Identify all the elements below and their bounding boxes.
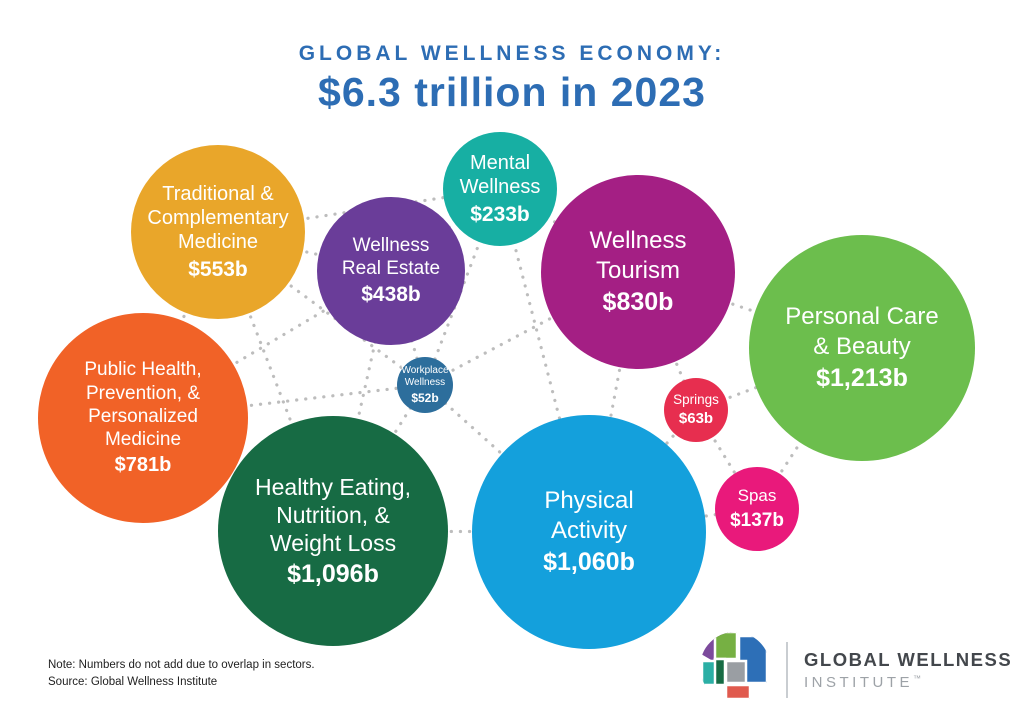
gwi-logo: GLOBAL WELLNESS INSTITUTE™ (698, 630, 1012, 709)
bubble-label: Mental (469, 151, 531, 174)
link-public_health-workplace (141, 383, 427, 420)
logo-name-line2: INSTITUTE™ (804, 673, 921, 691)
bubble-label: Wellness (589, 227, 687, 255)
bubble-public_health: Public Health, Prevention, & Personalized M… (38, 313, 248, 523)
bubble-mental: Mental Wellness $233b (443, 132, 557, 246)
bubble-label: Wellness (352, 235, 430, 257)
bubble-label: Springs (673, 391, 719, 407)
bubble-value: $553b (188, 257, 248, 281)
link-tourism-personal_care (636, 270, 864, 350)
logo-name-line1: GLOBAL WELLNESS (804, 648, 1013, 670)
trademark-symbol: ™ (913, 673, 921, 683)
bubble-label: Public Health, (84, 359, 202, 381)
link-healthy_eating-physical (331, 529, 591, 534)
bubble-value: $830b (602, 288, 674, 317)
bubble-physical: Physical Activity $1,060b (472, 415, 706, 649)
bubble-label: Spas (737, 486, 777, 506)
logo-text: GLOBAL WELLNESS INSTITUTE™ (804, 649, 1012, 691)
page-title: GLOBAL WELLNESS ECONOMY: $6.3 trillion i… (0, 42, 1024, 116)
bubble-label: Wellness (459, 176, 541, 199)
bubble-value: $137b (730, 509, 784, 531)
bubble-label: Wellness (404, 376, 446, 388)
bubble-value: $52b (411, 390, 439, 405)
bubble-value: $63b (678, 410, 714, 428)
bubble-label: Complementary (147, 207, 289, 229)
bubble-value: $781b (114, 454, 172, 477)
bubble-springs: Springs $63b (664, 378, 728, 442)
bubble-spas: Spas $137b (715, 467, 799, 551)
bubble-label: Workplace (401, 364, 449, 376)
link-workplace-healthy_eating (331, 383, 427, 533)
bubble-traditional: Traditional & Complementary Medicine $553b (131, 145, 305, 319)
bubble-personal_care: Personal Care & Beauty $1,213b (749, 235, 975, 461)
title-line1: GLOBAL WELLNESS ECONOMY: (298, 42, 726, 65)
bubble-healthy_eating: Healthy Eating, Nutrition, & Weight Loss $1… (218, 416, 448, 646)
footnote-source-line: Source: Global Wellness Institute (48, 676, 218, 689)
link-tourism-workplace (423, 270, 640, 387)
footnote-note-line: Note: Numbers do not add due to overlap … (48, 659, 315, 671)
bubble-real_estate: Wellness Real Estate $438b (317, 197, 465, 345)
link-public_health-real_estate (141, 269, 393, 420)
footnote: Note: Numbers do not add due to overlap … (48, 657, 315, 692)
bubble-label: Personal Care (785, 303, 939, 331)
bubble-value: $1,096b (287, 559, 379, 588)
bubble-label: Personalized (88, 405, 198, 427)
bubble-label: Nutrition, & (276, 501, 390, 528)
bubble-value: $438b (361, 283, 421, 307)
bubble-value: $1,213b (816, 364, 908, 393)
bubble-tourism: Wellness Tourism $830b (541, 175, 735, 369)
bubble-label: Prevention, & (85, 382, 201, 404)
bubble-value: $1,060b (543, 548, 635, 577)
logo-divider (786, 641, 788, 698)
link-traditional-workplace (216, 230, 427, 387)
bubble-label: Weight Loss (269, 529, 397, 556)
bubble-value: $233b (470, 202, 530, 226)
bubble-label: & Beauty (813, 332, 911, 360)
bubble-label: Traditional & (162, 182, 274, 205)
bubble-label: Medicine (104, 428, 182, 450)
bubble-label: Medicine (177, 231, 259, 254)
bubble-label: Healthy Eating, (255, 473, 411, 500)
title-line2: $6.3 trillion in 2023 (318, 69, 706, 115)
bubble-workplace: Workplace Wellness $52b (397, 357, 453, 413)
bubble-label: Activity (550, 516, 627, 544)
bubble-label: Physical (544, 487, 634, 515)
gwi-logo-icon (698, 630, 772, 709)
bubble-label: Real Estate (341, 258, 441, 280)
bubble-label: Tourism (595, 256, 680, 284)
